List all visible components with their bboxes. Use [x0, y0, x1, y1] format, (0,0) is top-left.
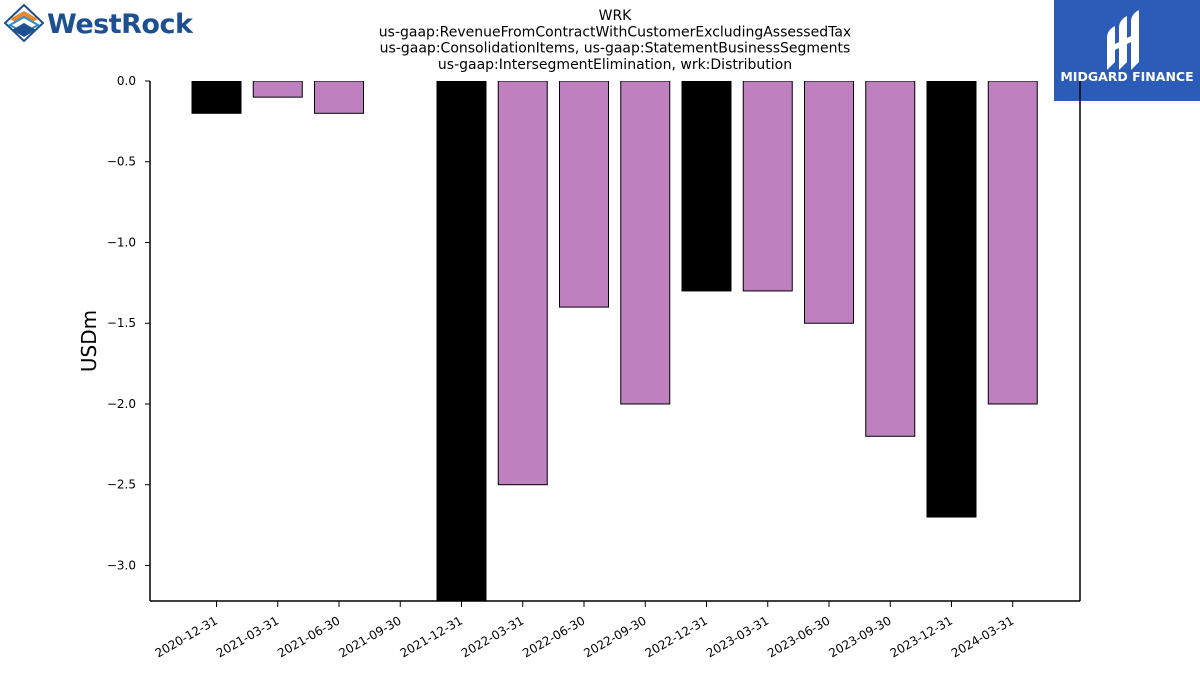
y-tick-label: −1.0 — [107, 235, 136, 249]
bar-2023-03-31 — [742, 81, 793, 292]
x-tick-label: 2021-12-31 — [398, 613, 465, 660]
x-tick-label: 2022-12-31 — [643, 613, 710, 660]
axes — [149, 81, 1081, 602]
bar-2022-09-30 — [620, 81, 671, 405]
bar-2024-03-31 — [987, 81, 1038, 405]
bar-2021-03-31 — [252, 81, 303, 98]
bar-2020-12-31 — [191, 81, 242, 114]
westrock-diamond-icon — [3, 3, 45, 43]
y-axis-ticks: 0.0 −0.5 −1.0 −1.5 −2.0 −2.5 −3.0 — [107, 74, 150, 572]
x-tick-label: 2023-06-30 — [765, 613, 832, 660]
x-tick-label: 2021-06-30 — [275, 613, 342, 660]
bar-2021-06-30 — [314, 81, 364, 114]
x-tick-label: 2021-09-30 — [336, 613, 403, 660]
chart-title-line: us-gaap:IntersegmentElimination, wrk:Dis… — [438, 57, 792, 73]
chart-title: WRKus-gaap:RevenueFromContractWithCustom… — [379, 8, 851, 73]
x-tick-label: 2021-03-31 — [214, 613, 281, 660]
y-tick-label: −1.5 — [107, 316, 136, 330]
bars — [191, 81, 1038, 601]
bar-2022-12-31 — [681, 81, 732, 292]
chart-title-line: WRK — [599, 8, 633, 24]
bar-2021-12-31 — [436, 81, 487, 601]
bar-2022-03-31 — [497, 81, 548, 486]
x-tick-label: 2022-09-30 — [581, 613, 648, 660]
bar-2022-06-30 — [559, 81, 609, 308]
y-tick-label: −0.5 — [107, 155, 136, 169]
westrock-logo-text: WestRock — [47, 9, 194, 40]
x-tick-label: 2022-06-30 — [520, 613, 587, 660]
bar-2023-09-30 — [865, 81, 916, 437]
midgard-m-icon — [1107, 10, 1139, 70]
x-tick-label: 2023-03-31 — [704, 613, 771, 660]
bar-2023-06-30 — [804, 81, 854, 324]
chart-title-line: us-gaap:ConsolidationItems, us-gaap:Stat… — [380, 41, 851, 57]
midgard-logo: MIDGARD FINANCE — [1054, 0, 1200, 101]
y-tick-label: −2.0 — [107, 397, 136, 411]
y-axis-label: USDm — [77, 310, 101, 372]
x-tick-label: 2020-12-31 — [153, 613, 220, 660]
x-tick-label: 2024-03-31 — [949, 613, 1016, 660]
y-tick-label: −2.5 — [107, 478, 136, 492]
y-tick-label: 0.0 — [117, 74, 136, 88]
westrock-logo: WestRock — [3, 3, 194, 43]
x-tick-label: 2023-09-30 — [826, 613, 893, 660]
midgard-logo-text: MIDGARD FINANCE — [1060, 69, 1193, 84]
bar-2023-12-31 — [926, 81, 977, 518]
chart-title-line: us-gaap:RevenueFromContractWithCustomerE… — [379, 24, 851, 40]
y-tick-label: −3.0 — [107, 558, 136, 572]
x-tick-label: 2023-12-31 — [888, 613, 955, 660]
x-axis-ticks: 2020-12-312021-03-312021-06-302021-09-30… — [153, 601, 1016, 660]
x-tick-label: 2022-03-31 — [459, 613, 526, 660]
